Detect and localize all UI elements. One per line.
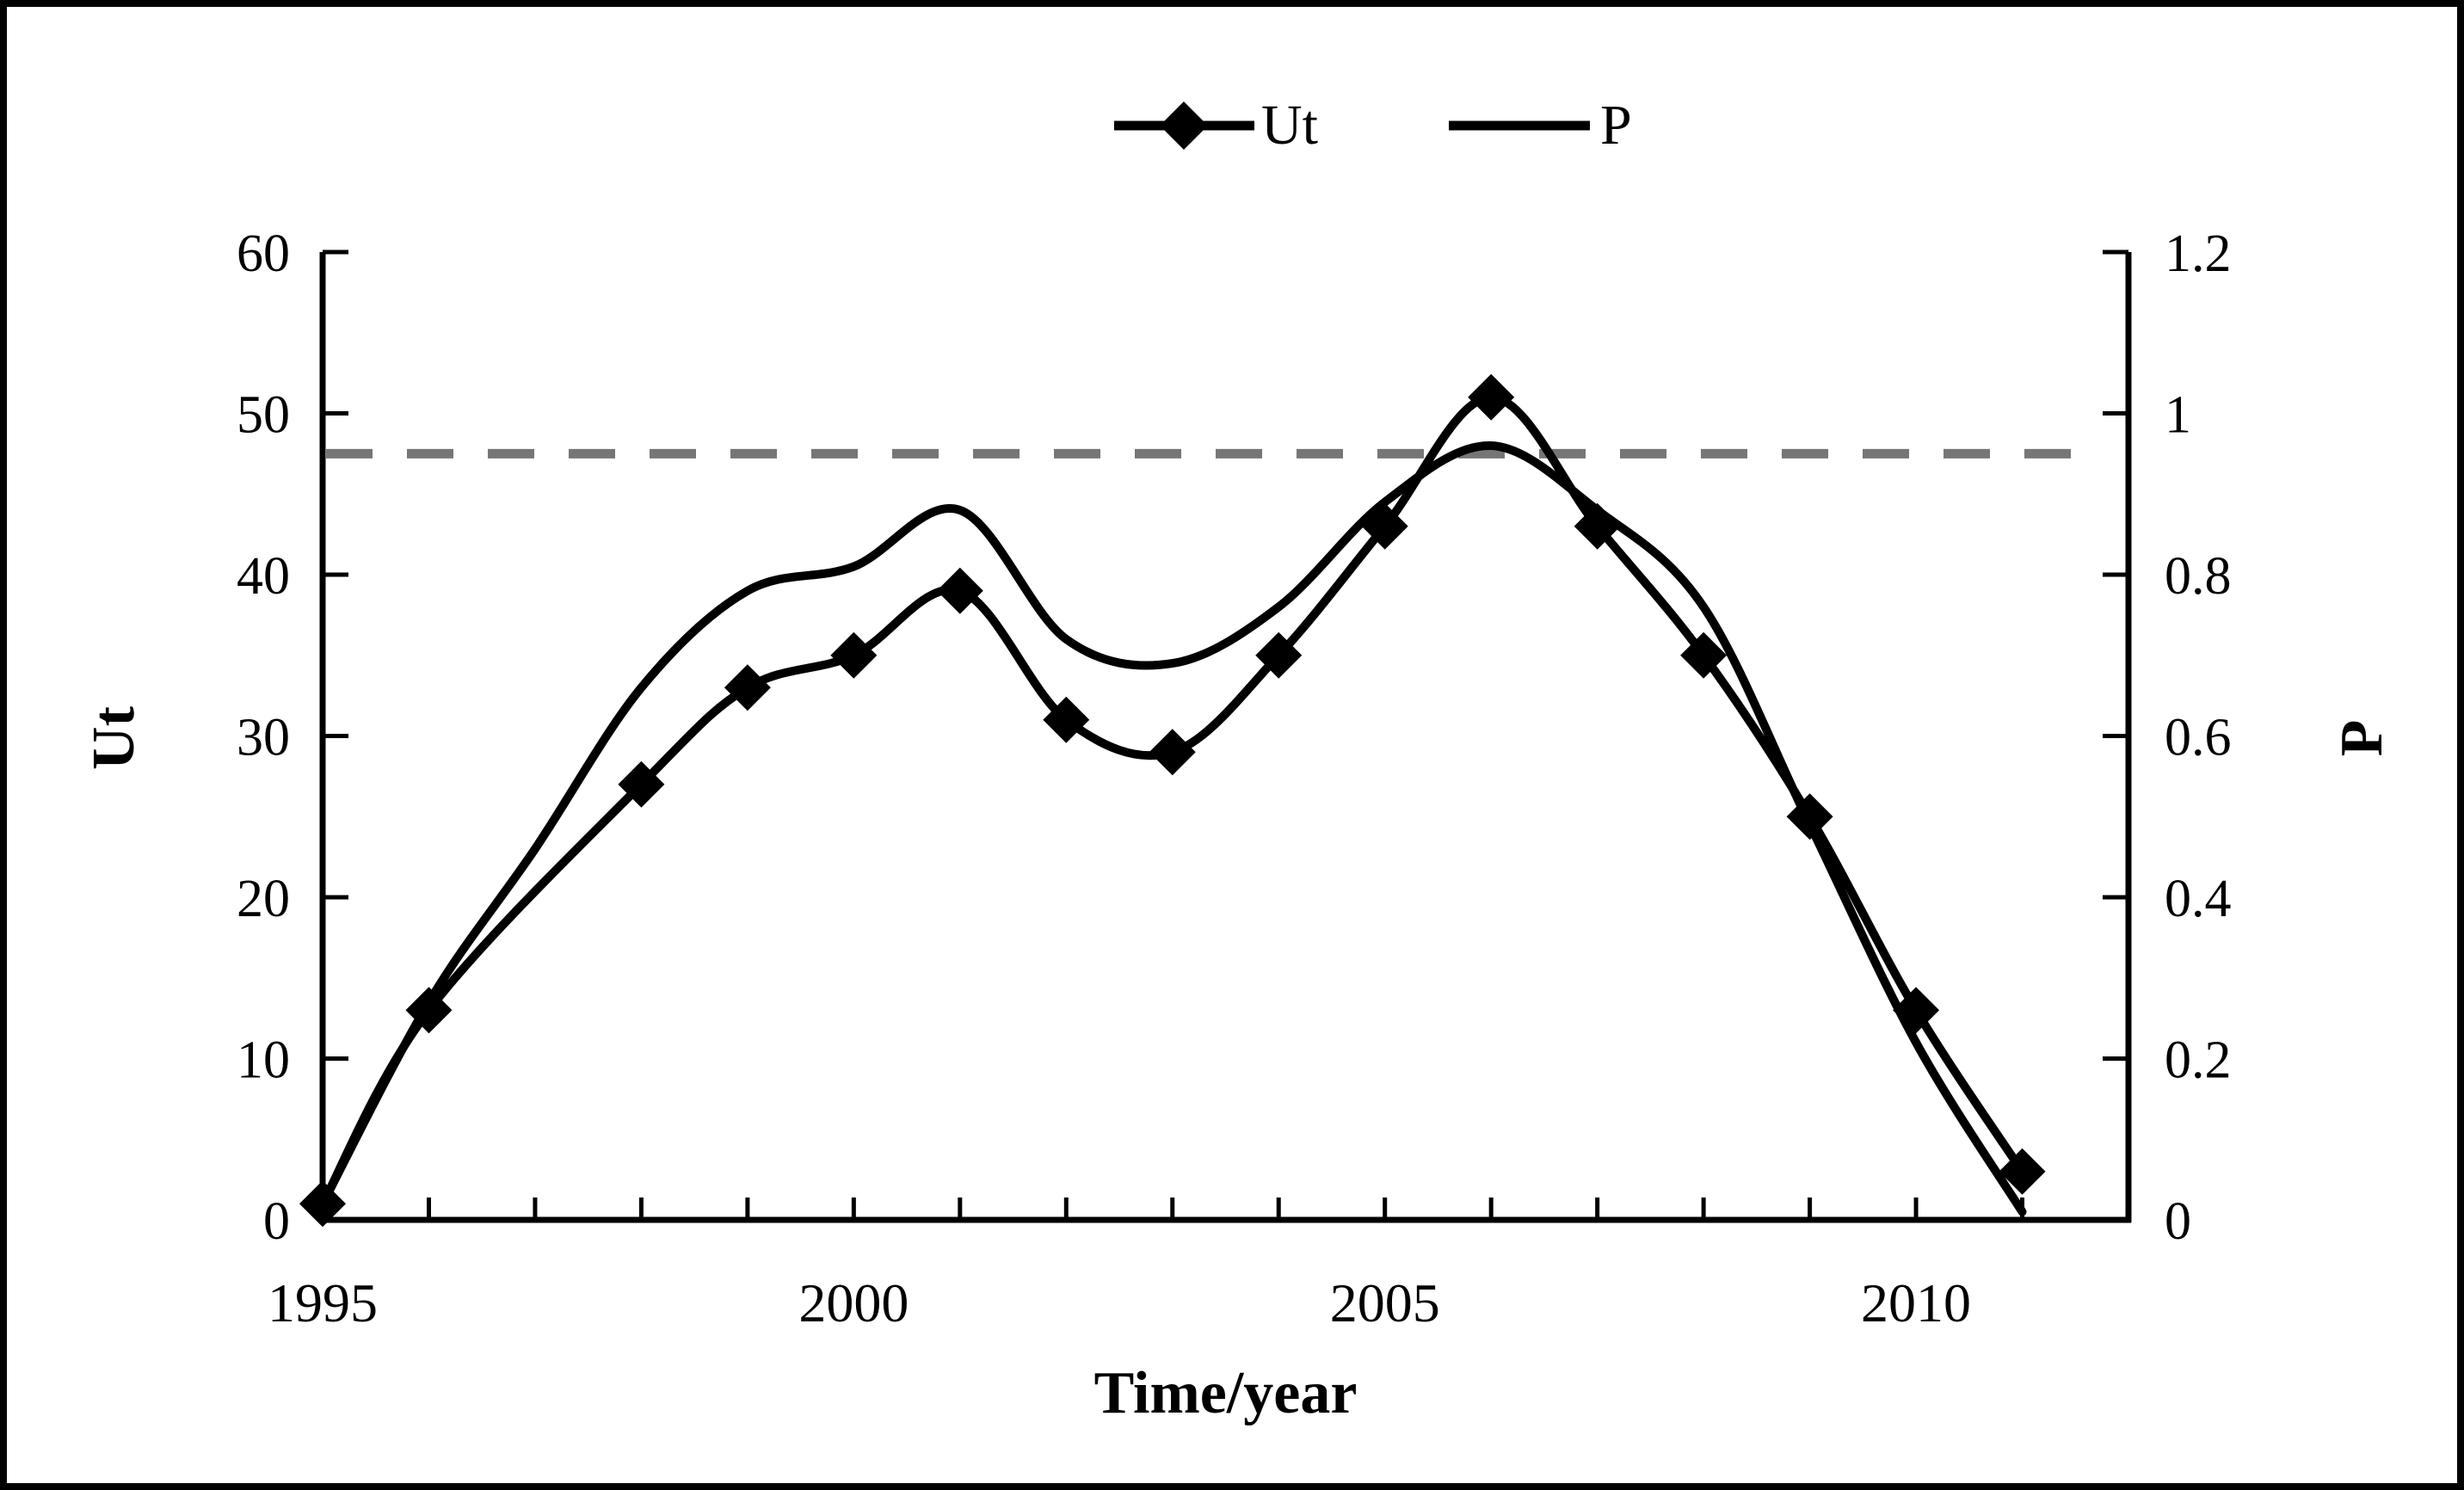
x-axis-tick-label: 1995 <box>268 1272 378 1333</box>
right-axis-tick-label: 1.2 <box>2165 225 2232 283</box>
left-axis-tick-label: 0 <box>263 1192 290 1251</box>
series-line-p <box>318 440 2027 1216</box>
series-line-ut <box>318 392 2027 1209</box>
left-axis-title: Ut <box>81 706 147 770</box>
right-axis-title: P <box>2329 719 2395 757</box>
data-marker-diamond <box>1680 631 1728 679</box>
right-axis-tick-label: 0.8 <box>2165 547 2232 606</box>
right-axis-tick-label: 0.6 <box>2165 709 2232 767</box>
data-marker-diamond <box>724 664 771 711</box>
right-axis-tick-label: 0.2 <box>2165 1031 2232 1090</box>
x-axis-tick-label: 2000 <box>798 1272 909 1333</box>
data-marker-diamond <box>936 567 983 614</box>
data-marker-diamond <box>1255 631 1303 679</box>
legend-label-ut: Ut <box>1261 94 1318 157</box>
data-marker-diamond <box>1043 696 1090 743</box>
legend-ut-diamond-icon <box>1160 102 1208 150</box>
x-axis-title: Time/year <box>1093 1360 1358 1426</box>
left-axis-tick-label: 10 <box>237 1031 290 1090</box>
left-axis-tick-label: 20 <box>237 870 290 928</box>
right-axis-tick-label: 0 <box>2165 1192 2191 1251</box>
legend-label-p: P <box>1600 94 1632 157</box>
left-axis-tick-label: 60 <box>237 225 290 283</box>
right-axis-tick-label: 1 <box>2165 386 2191 445</box>
chart-canvas: 0 10 20 30 40 50 60 0 0.2 0.4 0.6 0.8 1 1.2 1995 2000 20… <box>237 102 2232 1333</box>
x-axis-tick-label: 2010 <box>1861 1272 1971 1333</box>
data-marker-diamond <box>1468 373 1515 421</box>
x-axis-tick-label: 2005 <box>1330 1272 1440 1333</box>
left-axis-tick-label: 50 <box>237 386 290 445</box>
data-marker-diamond <box>830 631 878 679</box>
right-axis-tick-label: 0.4 <box>2165 870 2232 928</box>
left-axis-tick-label: 40 <box>237 547 290 606</box>
data-marker-diamond <box>618 760 665 808</box>
data-marker-diamond <box>1149 729 1196 776</box>
data-marker-diamond <box>1999 1148 2046 1195</box>
left-axis-tick-label: 30 <box>237 709 290 767</box>
